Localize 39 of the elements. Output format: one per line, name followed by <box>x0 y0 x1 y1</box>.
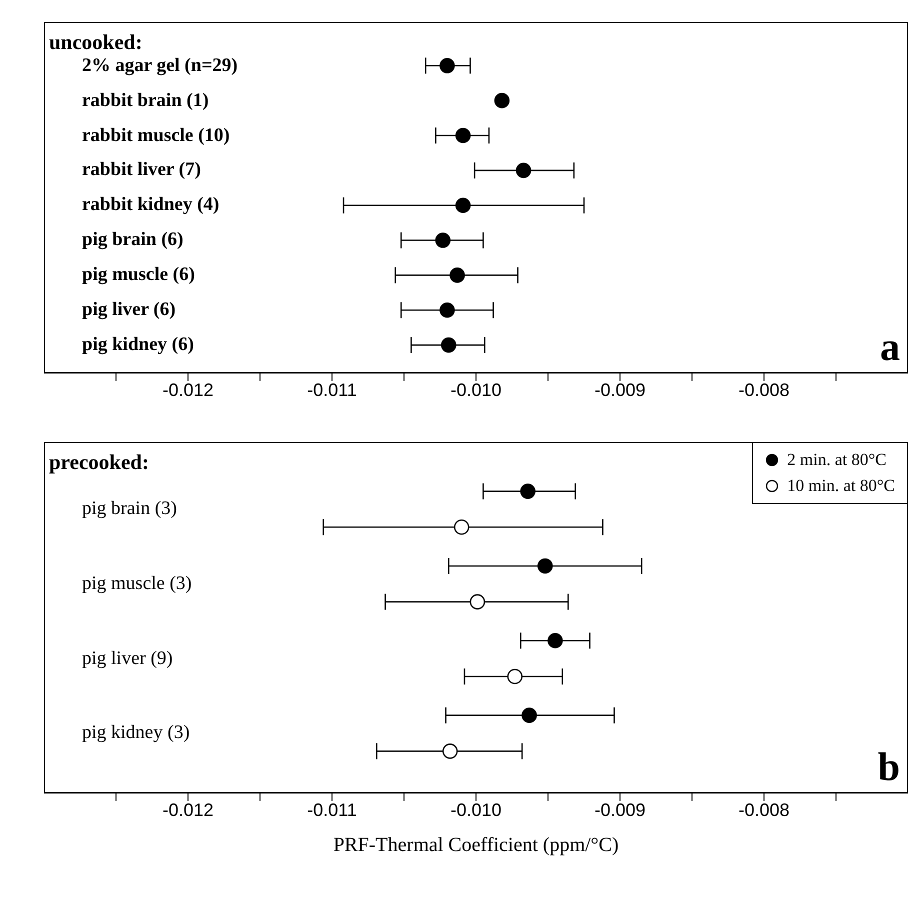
point <box>440 337 456 353</box>
annotation: b <box>878 744 900 789</box>
x-tick-label: -0.011 <box>307 380 357 400</box>
x-tick-label: -0.012 <box>162 380 214 400</box>
y-tick-label: pig brain (3) <box>82 498 177 520</box>
y-tick-label: rabbit kidney (4) <box>82 194 220 216</box>
y-tick-label: pig kidney (3) <box>82 722 190 744</box>
point <box>440 58 455 74</box>
x-tick-label: -0.008 <box>738 380 790 400</box>
x-tick-label: -0.010 <box>450 800 502 820</box>
x-tick-label: -0.008 <box>738 800 790 820</box>
chart-title: uncooked: <box>49 30 142 55</box>
y-tick-label: rabbit muscle (10) <box>82 124 230 146</box>
point <box>455 128 471 144</box>
point <box>435 232 451 248</box>
chart-title: precooked: <box>49 450 149 475</box>
y-tick-label: pig liver (6) <box>82 299 176 322</box>
y-tick-label: pig muscle (6) <box>82 264 195 286</box>
y-tick-label: pig brain (6) <box>82 229 184 252</box>
legend-label: 10 min. at 80°C <box>787 475 895 497</box>
y-tick-label: pig muscle (3) <box>82 572 192 595</box>
x-tick-label: -0.009 <box>594 380 646 400</box>
x-tick-label: -0.012 <box>162 800 214 820</box>
point <box>494 92 510 108</box>
point <box>440 302 455 318</box>
annotation: a <box>880 324 900 369</box>
x-axis-title: PRF-Thermal Coefficient (ppm/°C) <box>332 834 620 857</box>
point <box>455 198 471 214</box>
point <box>516 162 532 178</box>
y-tick-label: pig liver (9) <box>82 648 173 670</box>
x-tick-label: -0.011 <box>307 800 357 820</box>
y-tick-label: rabbit brain (1) <box>82 90 209 112</box>
x-tick-label: -0.009 <box>594 800 646 820</box>
y-tick-label: rabbit liver (7) <box>82 159 201 182</box>
point <box>450 268 465 283</box>
x-tick-label: -0.010 <box>450 380 502 400</box>
legend-label: 2 min. at 80°C <box>787 449 886 471</box>
y-tick-label: 2% agar gel (n=29) <box>82 54 238 77</box>
y-tick-label: pig kidney (6) <box>82 334 194 356</box>
